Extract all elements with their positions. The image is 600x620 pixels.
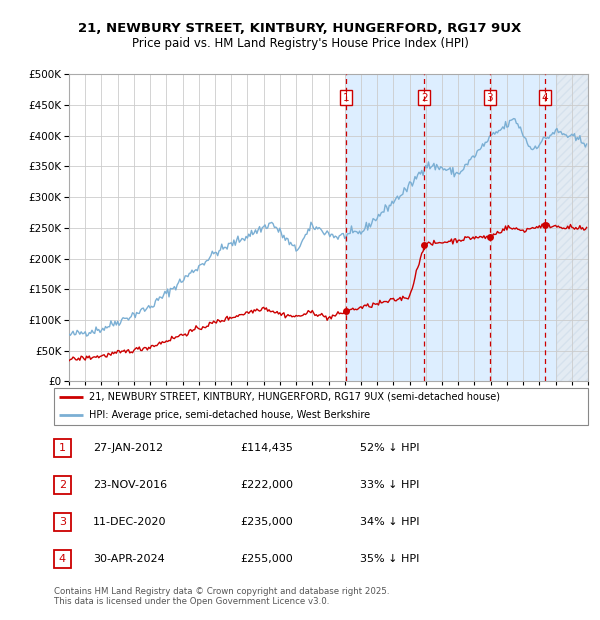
Text: 1: 1 (343, 93, 349, 103)
Text: 30-APR-2024: 30-APR-2024 (93, 554, 165, 564)
Text: 34% ↓ HPI: 34% ↓ HPI (360, 517, 419, 527)
FancyBboxPatch shape (54, 551, 71, 568)
Text: Contains HM Land Registry data © Crown copyright and database right 2025.
This d: Contains HM Land Registry data © Crown c… (54, 587, 389, 606)
Text: 2: 2 (421, 93, 428, 103)
Text: HPI: Average price, semi-detached house, West Berkshire: HPI: Average price, semi-detached house,… (89, 410, 370, 420)
Text: £255,000: £255,000 (240, 554, 293, 564)
Text: 23-NOV-2016: 23-NOV-2016 (93, 480, 167, 490)
Text: 4: 4 (541, 93, 548, 103)
FancyBboxPatch shape (54, 513, 71, 531)
FancyBboxPatch shape (54, 439, 71, 456)
Text: 3: 3 (487, 93, 493, 103)
Text: 21, NEWBURY STREET, KINTBURY, HUNGERFORD, RG17 9UX (semi-detached house): 21, NEWBURY STREET, KINTBURY, HUNGERFORD… (89, 392, 500, 402)
Text: 21, NEWBURY STREET, KINTBURY, HUNGERFORD, RG17 9UX: 21, NEWBURY STREET, KINTBURY, HUNGERFORD… (79, 22, 521, 35)
Text: 11-DEC-2020: 11-DEC-2020 (93, 517, 167, 527)
FancyBboxPatch shape (54, 476, 71, 494)
Bar (556, 74, 588, 381)
Text: 27-JAN-2012: 27-JAN-2012 (93, 443, 163, 453)
Text: 35% ↓ HPI: 35% ↓ HPI (360, 554, 419, 564)
FancyBboxPatch shape (54, 388, 588, 425)
Text: 4: 4 (59, 554, 66, 564)
Text: £222,000: £222,000 (240, 480, 293, 490)
Text: £235,000: £235,000 (240, 517, 293, 527)
Text: £114,435: £114,435 (240, 443, 293, 453)
Text: 3: 3 (59, 517, 66, 527)
Text: 52% ↓ HPI: 52% ↓ HPI (360, 443, 419, 453)
Text: Price paid vs. HM Land Registry's House Price Index (HPI): Price paid vs. HM Land Registry's House … (131, 37, 469, 50)
Text: 2: 2 (59, 480, 66, 490)
Text: 1: 1 (59, 443, 66, 453)
Bar (346, 74, 556, 381)
Text: 33% ↓ HPI: 33% ↓ HPI (360, 480, 419, 490)
